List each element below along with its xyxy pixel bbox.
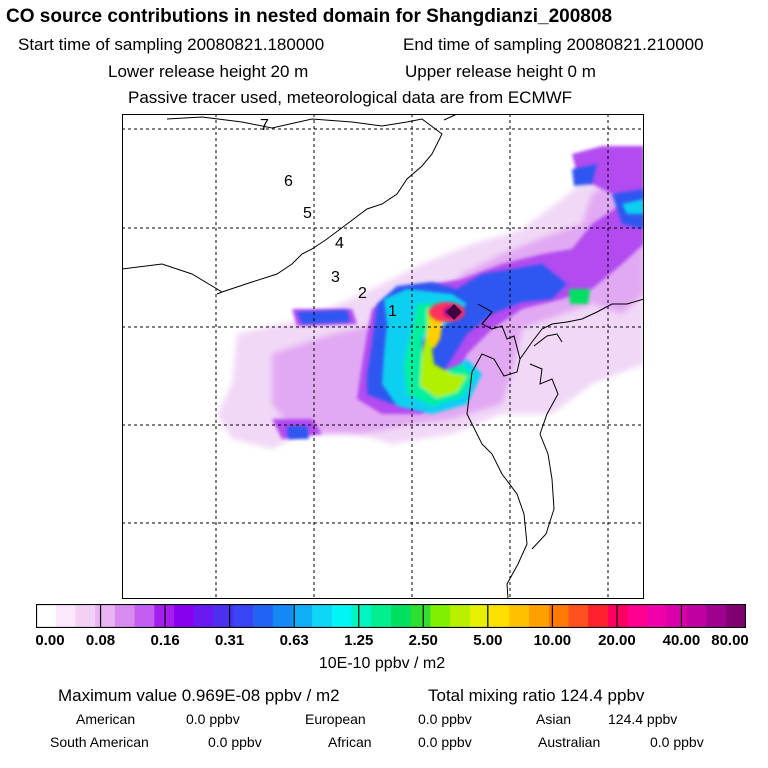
colorbar-cell [75,604,96,628]
region-value-australian: 0.0 ppbv [650,734,704,750]
colorbar-cell [134,604,155,628]
region-name-american: American [76,711,136,727]
colorbar-cell [430,604,451,628]
colorbar-cell [331,604,353,628]
traj-label-1: 1 [388,303,397,320]
colorbar-cell [489,604,510,628]
map-frame [122,114,644,599]
region-value-african: 0.0 ppbv [418,734,472,750]
colorbar-cell [469,604,491,628]
colorbar-cell [588,604,609,628]
region-name-european: European [305,711,366,727]
colorbar-cell [252,604,274,628]
region-value-american: 0.0 ppbv [186,711,240,727]
region-name-african: African [328,734,372,750]
colorbar-cell [36,604,57,628]
colorbar-cell [410,604,432,628]
tracer-note: Passive tracer used, meteorological data… [128,88,573,107]
colorbar-cell [647,604,668,628]
colorbar-cell [509,604,530,628]
colorbar-tick-label: 0.00 [35,632,65,649]
colorbar-cell [213,604,234,628]
traj-label-6: 6 [284,173,293,190]
region-value-asian: 124.4 ppbv [608,711,678,727]
traj-label-3: 3 [331,269,340,286]
coastlines [122,114,644,599]
colorbar-cell [568,604,589,628]
colorbar-cell [371,604,392,628]
colorbar-cell [607,604,629,628]
region-name-asian: Asian [536,711,572,727]
colorbar-cell [667,604,688,628]
colorbar-tick-label: 2.50 [408,632,438,649]
upper-release-height: Upper release height 0 m [405,62,596,81]
colorbar-unit: 10E-10 ppbv / m2 [318,655,446,672]
source-marker [446,304,462,320]
region-value-south-american: 0.0 ppbv [208,734,262,750]
colorbar-cell [686,604,708,628]
page-title: CO source contributions in nested domain… [6,6,613,27]
colorbar-tick-label: 10.00 [533,632,572,649]
region-value-european: 0.0 ppbv [418,711,472,727]
colorbar-tick-label: 0.08 [85,632,116,649]
colorbar-cell [174,604,195,628]
maximum-value: Maximum value 0.969E-08 ppbv / m2 [58,686,340,705]
colorbar [36,604,746,628]
colorbar-cell [706,604,727,628]
colorbar-cell [95,604,116,628]
colorbar-cell [55,604,77,628]
traj-label-7: 7 [260,117,269,134]
colorbar-cell [114,604,136,628]
region-name-south-american: South American [50,734,149,750]
traj-label-4: 4 [335,235,344,252]
total-mixing-ratio: Total mixing ratio 124.4 ppbv [428,686,645,705]
lower-release-height: Lower release height 20 m [108,62,309,81]
colorbar-cell [351,604,372,628]
colorbar-cell [548,604,570,628]
sampling-start: Start time of sampling 20080821.180000 [18,35,325,54]
colorbar-cell [292,604,313,628]
colorbar-cell [529,604,550,628]
colorbar-cell [726,604,746,628]
colorbar-tick-label: 5.00 [473,632,503,649]
colorbar-cell [233,604,254,628]
colorbar-tick-label: 1.25 [344,632,374,649]
concentration-field [217,146,644,449]
region-name-australian: Australian [538,734,601,750]
colorbar-tick-label: 0.16 [150,632,180,649]
sampling-end: End time of sampling 20080821.210000 [403,35,704,54]
colorbar-cell [312,604,333,628]
colorbar-cell [193,604,215,628]
colorbar-cell [450,604,471,628]
colorbar-tick-label: 0.63 [279,632,309,649]
colorbar-cell [391,604,412,628]
colorbar-cell [627,604,648,628]
colorbar-tick-label: 0.31 [215,632,245,649]
graticule [122,114,644,599]
map-panel: 1 2 3 4 5 6 7 [122,114,644,599]
traj-label-2: 2 [358,285,367,302]
trajectory-labels: 1 2 3 4 5 6 7 [260,117,397,320]
colorbar-tick-label: 40.00 [662,632,701,649]
traj-label-5: 5 [303,205,312,222]
colorbar-tick-label: 80.00 [711,632,749,649]
colorbar-cell [272,604,293,628]
colorbar-tick-label: 20.00 [598,632,636,649]
